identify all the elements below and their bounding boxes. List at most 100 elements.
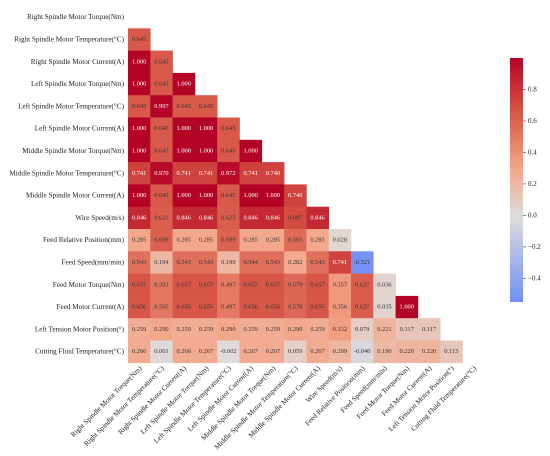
cell-value-label: 0.544: [243, 259, 258, 266]
row-label: Left Spindle Motor Current(A): [35, 125, 125, 133]
cell-value-label: 0.599: [221, 237, 235, 244]
heatmap-cell: [194, 139, 218, 163]
heatmap-cell: [328, 273, 352, 297]
cell-value-label: 0.625: [221, 214, 235, 221]
cell-value-label: 0.645: [221, 192, 235, 199]
heatmap-cell: [373, 318, 396, 341]
cell-value-label: 0.543: [177, 259, 191, 266]
cell-value-label: 0.656: [199, 304, 213, 311]
colorbar-tick-label: 0.4: [528, 148, 537, 156]
cell-value-label: 0.970: [154, 170, 168, 177]
cell-value-label: 0.505: [154, 304, 168, 311]
cell-value-label: 0.285: [310, 237, 324, 244]
row-label: Left Spindle Motor Torque(Nm): [31, 80, 125, 88]
cell-value-label: 0.357: [333, 281, 348, 288]
heatmap-cell: [150, 318, 173, 341]
heatmap-cell: [284, 318, 307, 341]
cell-value-label: 0.565: [288, 237, 302, 244]
column-label: Middle Spindle Motor Temperature(°C): [213, 364, 300, 451]
cell-value-label: 0.741: [132, 170, 146, 177]
cell-value-label: 0.657: [243, 281, 258, 288]
cell-value-label: 0.579: [288, 281, 302, 288]
heatmap-cell: [306, 206, 329, 230]
row-label: Middle Spindle Motor Torque(Nm): [22, 147, 124, 155]
cell-value-label: 0.741: [177, 170, 191, 177]
row-label: Feed Relative Position(mm): [43, 236, 125, 244]
cell-value-label: 0.741: [333, 259, 347, 266]
heatmap-cell: [128, 251, 151, 274]
cell-value-label: 0.846: [266, 214, 280, 221]
colorbar-tick-label: 0.0: [528, 211, 537, 219]
cell-value-label: 0.356: [333, 304, 347, 311]
cell-value-label: 0.645: [199, 103, 213, 110]
cell-value-label: 0.285: [177, 237, 191, 244]
cell-value-label: 1.000: [177, 81, 191, 88]
heatmap-cell: [261, 229, 285, 252]
cell-value-label: 1.000: [400, 304, 414, 311]
row-label: Left Tension Motor Position(°): [35, 325, 125, 333]
cell-value-label: 0.036: [377, 281, 391, 288]
cell-value-label: 0.645: [154, 58, 168, 65]
cell-value-label: 0.035: [377, 304, 391, 311]
cell-value-label: 0.657: [199, 281, 214, 288]
heatmap-cell: [328, 295, 352, 319]
heatmap-cell: [217, 117, 240, 141]
heatmap-cell: [172, 273, 196, 297]
cell-value-label: 0.267: [310, 348, 325, 355]
cell-value-label: -0.002: [220, 348, 237, 355]
row-label: Right Spindle Motor Torque(Nm): [27, 13, 125, 21]
cell-value-label: 1.000: [132, 192, 146, 199]
cell-value-label: 0.740: [266, 170, 280, 177]
cell-value-label: -0.521: [354, 259, 371, 266]
heatmap-cell: [128, 340, 151, 364]
row-label: Right Spindle Motor Current(A): [31, 58, 125, 66]
heatmap-cell: [239, 251, 263, 274]
cell-value-label: 0.266: [132, 348, 146, 355]
row-label: Left Spindle Motor Temperature(°C): [18, 102, 124, 110]
cell-value-label: 0.220: [422, 348, 436, 355]
cell-value-label: 0.645: [221, 125, 235, 132]
heatmap-cell: [150, 273, 173, 297]
row-label: Cutting Fluid Temperature(°C): [35, 348, 124, 356]
cell-value-label: 0.497: [221, 304, 236, 311]
cell-value-label: 0.846: [132, 214, 146, 221]
cell-value-label: 0.997: [154, 103, 169, 110]
heatmap-cell: [395, 295, 419, 319]
heatmap-cell: [284, 206, 307, 230]
heatmap-cell: [328, 251, 352, 274]
heatmap-cell: [239, 295, 263, 319]
cell-value-label: -0.040: [354, 348, 371, 355]
cell-value-label: 0.503: [154, 281, 168, 288]
heatmap-cell: [306, 251, 329, 274]
heatmap-cell: [128, 139, 151, 163]
heatmap-cell: [172, 117, 196, 141]
row-label: Feed Motor Torque(Nm): [53, 281, 125, 289]
heatmap-cell: [150, 184, 173, 207]
heatmap-cell: [172, 184, 196, 207]
heatmap-cell: [217, 295, 240, 319]
heatmap-cell: [217, 162, 240, 185]
cell-value-label: 1.000: [132, 58, 146, 65]
cell-value-label: 0.290: [221, 326, 235, 333]
heatmap-cell: [128, 184, 151, 207]
heatmap-cell: [351, 340, 374, 364]
cell-value-label: 0.846: [310, 214, 324, 221]
row-label: Middle Spindle Motor Temperature(°C): [9, 169, 124, 177]
cell-value-label: 1.000: [243, 147, 257, 154]
heatmap-cell: [306, 229, 329, 252]
cell-value-label: 0.079: [355, 326, 369, 333]
cell-value-label: 0.609: [154, 237, 168, 244]
row-label: Wire Speed(m/s): [75, 214, 124, 222]
heatmap-cell: [328, 340, 352, 364]
colorbar-tick-label: −0.2: [528, 243, 541, 251]
heatmap-cell: [194, 162, 218, 185]
cell-value-label: 0.740: [288, 192, 302, 199]
cell-value-label: 0.645: [132, 36, 146, 43]
cell-value-label: 0.259: [243, 326, 257, 333]
heatmap-cell: [128, 318, 151, 341]
heatmap-cell: [284, 273, 307, 297]
row-label: Feed Motor Current(A): [57, 303, 125, 311]
cell-value-label: 0.117: [422, 326, 437, 333]
heatmap-cell: [128, 295, 151, 319]
